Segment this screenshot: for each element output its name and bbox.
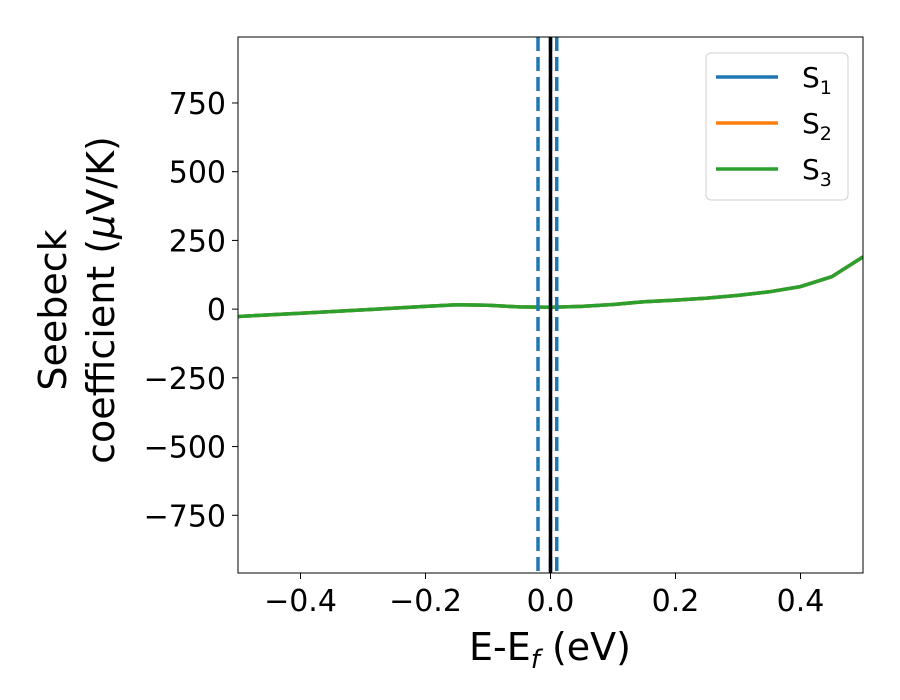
x-axis: −0.4 −0.2 0.0 0.2 0.4 [264, 573, 824, 619]
y-tick-label: −750 [144, 499, 226, 534]
y-axis-title-line1: Seebeck [31, 229, 75, 390]
x-axis-title: E-Ef (eV) [469, 625, 631, 675]
y-tick-label: 250 [169, 224, 226, 259]
legend-label-2: S2 [802, 107, 832, 145]
y-tick-label: 750 [169, 87, 226, 122]
y-tick-label: 0 [207, 293, 226, 328]
legend: S1 S2 S3 [705, 52, 849, 201]
x-tick-label: −0.2 [389, 584, 462, 619]
y-axis-title-line2: coefficient (μV/K) [79, 136, 123, 464]
x-tick-label: 0.2 [652, 584, 700, 619]
series-layer [238, 255, 863, 319]
y-tick-label: 500 [169, 156, 226, 191]
y-axis-title-mu: μ [79, 215, 123, 240]
y-tick-label: −500 [144, 431, 226, 466]
y-tick-label: −250 [144, 362, 226, 397]
series-line-3 [238, 255, 863, 319]
x-axis-title-unit: (eV) [540, 625, 631, 669]
y-axis-title-unit: V/K) [79, 136, 123, 215]
y-axis-title-text: coefficient ( [79, 239, 123, 464]
legend-label-3: S3 [802, 153, 832, 191]
x-tick-label: −0.4 [264, 584, 337, 619]
y-axis: −750 −500 −250 0 250 500 750 [144, 87, 238, 534]
x-tick-label: 0.4 [777, 584, 825, 619]
x-tick-label: 0.0 [527, 584, 575, 619]
legend-box [705, 52, 849, 201]
legend-label-1: S1 [802, 61, 832, 99]
vline-layer [536, 37, 559, 573]
x-axis-title-main: E-E [469, 625, 531, 669]
